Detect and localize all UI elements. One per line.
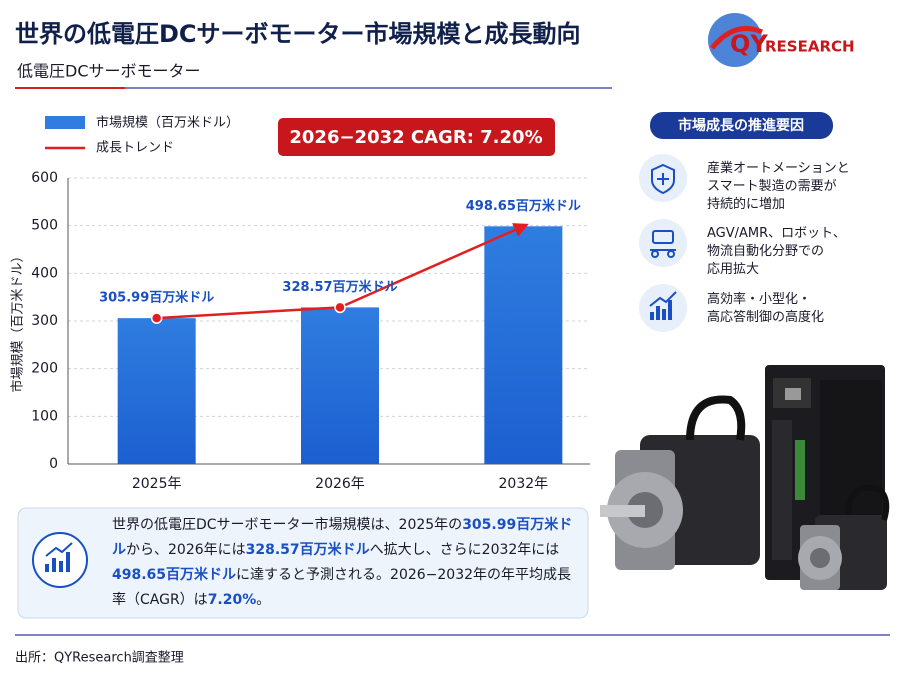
summary-highlight: 305.99百万米ドル [112,517,573,558]
trend-marker [334,301,346,314]
title: 世界の低電圧DCサーボモーター市場規模と成長動向 [15,20,581,48]
y-axis-label: 市場規模（百万米ドル） [10,249,26,392]
cagr-box [278,118,555,156]
driver-line: 高応答制御の高度化 [707,310,825,325]
y-tick-label: 200 [31,361,58,377]
summary-text: へ拡大し、さらに2032年には [369,542,560,558]
legend-swatch [45,116,85,129]
summary-box [17,507,589,619]
driver-line: 持続的に増加 [707,197,786,212]
driver-text: AGV/AMR、ロボット、 物流自動化分野での 応用拡大 [707,225,846,279]
driver-text: 産業オートメーションと スマート製造の需要が 持続的に増加 [707,160,850,214]
driver-line: 産業オートメーションと [707,161,850,176]
driver-line: AGV/AMR、ロボット、 [707,226,846,241]
drivers-title: 市場成長の推進要因 [678,117,804,134]
value-label: 498.65百万米ドル [466,198,581,214]
trend-marker [150,312,163,324]
y-tick-label: 0 [49,456,58,472]
footer: 出所：QYResearch調査整理 [15,651,184,666]
cagr-text: 2026−2032 CAGR: 7.20% [289,127,542,148]
summary-icon [32,532,88,588]
legend-label: 市場規模（百万米ドル） [96,115,239,131]
product-illustration [600,365,890,590]
logo-primary: QY [730,30,768,58]
drivers-title-box [650,112,833,139]
value-label: 328.57百万米ドル [282,279,397,295]
logo-secondary: RESEARCH [765,38,855,56]
summary-text: に達すると予測される。2026−2032年の年平均成長率（CAGR）は [112,567,572,608]
summary-text: 世界の低電圧DCサーボモーター市場規模は、2025年の [112,517,463,533]
y-tick-label: 400 [31,265,58,281]
legend-label: 成長トレンド [96,141,174,156]
subtitle: 低電圧DCサーボモーター [17,62,201,81]
bar [117,318,196,464]
y-tick-label: 600 [31,170,58,186]
logo: QY RESEARCH [708,13,855,67]
bar [484,226,563,464]
x-tick-label: 2026年 [315,476,365,492]
driver-line: 応用拡大 [707,262,760,277]
value-label: 305.99百万米ドル [99,290,214,306]
y-tick-label: 500 [31,218,58,234]
x-tick-label: 2032年 [499,476,549,492]
summary-text: から、2026年には [126,542,246,558]
bar [301,307,379,464]
driver-line: スマート製造の需要が [707,179,837,194]
driver-line: 物流自動化分野での [707,244,825,259]
driver-text: 高効率・小型化・ 高応答制御の高度化 [707,291,824,327]
summary-highlight: 328.57百万米ドル [245,542,370,558]
y-tick-label: 100 [31,408,58,424]
summary-highlight: 498.65百万米ドル [112,567,237,583]
summary: 世界の低電圧DCサーボモーター市場規模は、2025年の305.99百万米ドルから… [112,513,580,613]
driver-icons [639,154,687,332]
y-tick-label: 300 [31,313,58,329]
summary-highlight: 7.20% [207,592,257,608]
driver-line: 高効率・小型化・ [707,292,812,307]
x-tick-label: 2025年 [132,476,182,492]
summary-text: 。 [256,592,271,608]
